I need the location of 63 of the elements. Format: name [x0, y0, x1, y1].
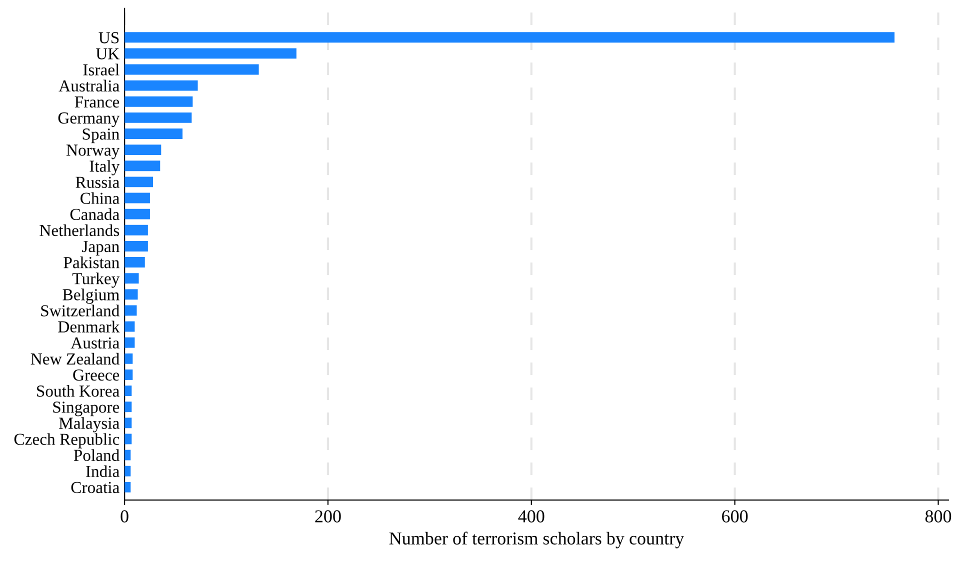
bar	[124, 160, 160, 172]
y-tick-label: Denmark	[58, 320, 120, 332]
x-tick-label: 0	[120, 510, 128, 522]
bar	[124, 450, 131, 460]
y-tick-label: Singapore	[53, 402, 120, 416]
bar	[124, 128, 183, 139]
y-tick-label: China	[80, 192, 120, 204]
y-tick-label: France	[74, 96, 120, 108]
bar	[124, 80, 198, 91]
bar	[124, 240, 148, 252]
x-tick-label: 600	[722, 510, 748, 522]
y-tick-label: Japan	[82, 241, 120, 256]
y-tick-label: Malaysia	[59, 417, 120, 432]
y-tick-label: US	[98, 32, 119, 44]
y-tick-label: Australia	[58, 80, 120, 92]
bar	[124, 32, 895, 43]
y-tick-label: UK	[96, 48, 120, 60]
bar	[124, 112, 192, 123]
bar	[124, 144, 162, 156]
bar	[124, 370, 133, 380]
bar	[124, 48, 296, 59]
y-tick-label: Austria	[70, 337, 120, 349]
y-tick-label: New Zealand	[30, 352, 120, 365]
x-tick-label: 200	[315, 510, 341, 522]
y-tick-label: India	[86, 465, 120, 478]
bar	[124, 353, 133, 364]
bar	[124, 337, 135, 348]
y-tick-label: Israel	[83, 64, 120, 76]
x-tick-label: 400	[518, 510, 544, 522]
bar	[124, 96, 193, 107]
y-tick-label: Spain	[82, 128, 120, 144]
y-tick-label: Italy	[90, 160, 120, 176]
bar	[124, 64, 259, 75]
y-tick-label: Croatia	[71, 482, 120, 494]
bar	[124, 418, 132, 428]
y-tick-label: Poland	[74, 449, 120, 461]
bar	[124, 208, 150, 220]
x-tick-label: 800	[925, 510, 952, 522]
y-tick-label: Netherlands	[40, 224, 120, 236]
y-tick-label: Pakistan	[64, 256, 120, 268]
bar	[124, 482, 131, 492]
bar	[124, 176, 154, 188]
bar	[124, 224, 148, 236]
x-axis-title: Number of terrorism scholars by country	[389, 532, 684, 548]
y-tick-label: South Korea	[37, 385, 120, 397]
bar	[124, 257, 145, 268]
y-tick-label: Russia	[76, 176, 120, 188]
bar	[124, 466, 131, 476]
bar	[124, 192, 150, 204]
bar	[124, 386, 132, 396]
bar	[124, 273, 139, 284]
bar	[124, 321, 135, 332]
bar	[124, 402, 132, 412]
y-tick-label: Canada	[70, 208, 120, 220]
y-tick-label: Germany	[58, 112, 120, 128]
y-tick-label: Czech Republic	[14, 433, 120, 448]
y-tick-label: Norway	[66, 144, 120, 160]
y-tick-label: Switzerland	[41, 304, 120, 316]
y-tick-label: Turkey	[72, 272, 120, 288]
bar	[124, 289, 138, 300]
y-tick-label: Belgium	[62, 288, 120, 304]
y-tick-label: Greece	[73, 369, 120, 381]
bar	[124, 305, 137, 316]
